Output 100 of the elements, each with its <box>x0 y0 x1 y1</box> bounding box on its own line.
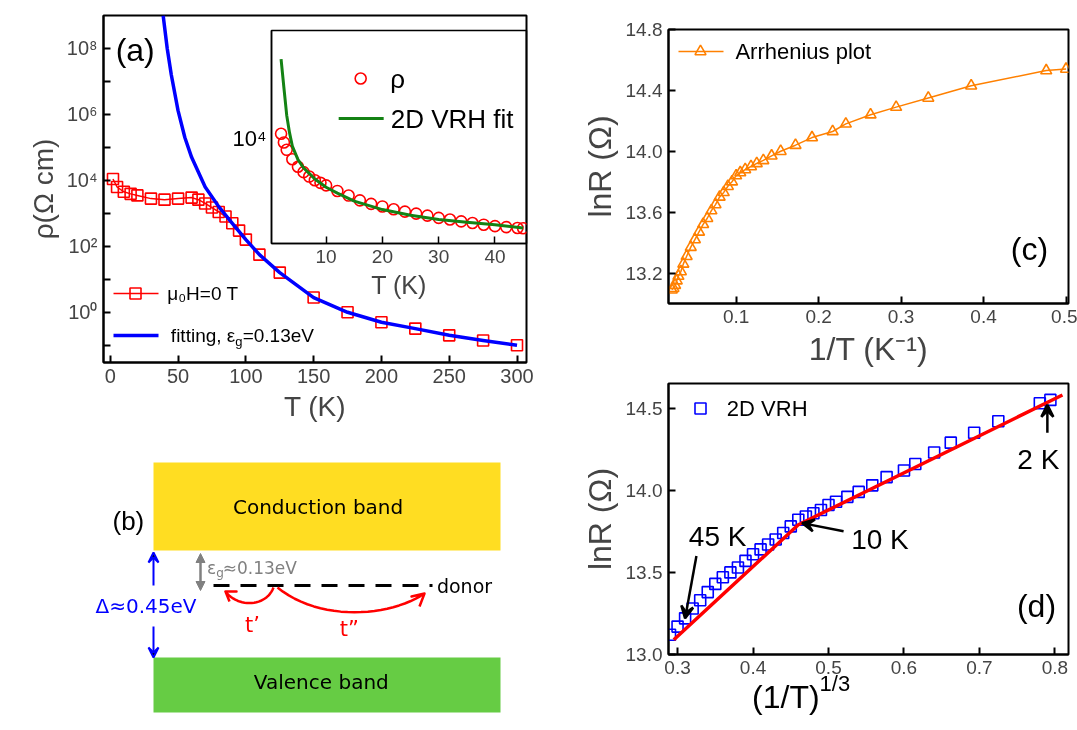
point <box>1033 396 1047 410</box>
point <box>761 538 775 551</box>
y-tick-label: 13.2 <box>625 262 663 284</box>
point <box>488 219 502 233</box>
annotation: (a) <box>115 32 155 69</box>
x-tick-label: 100 <box>229 364 263 387</box>
point <box>729 168 743 180</box>
annotation: (d) <box>1016 587 1057 624</box>
point <box>117 185 131 199</box>
point <box>776 526 790 540</box>
point <box>713 189 726 201</box>
point <box>967 426 981 440</box>
point <box>889 99 903 112</box>
point <box>409 322 422 335</box>
point <box>754 543 767 556</box>
point <box>716 571 730 584</box>
point <box>672 268 685 281</box>
point <box>280 143 293 157</box>
y-tick-label: 13.5 <box>625 561 663 583</box>
point <box>273 266 287 279</box>
point <box>799 510 813 523</box>
x-tick-label: 40 <box>484 245 506 267</box>
point <box>274 127 288 141</box>
point <box>342 189 355 202</box>
point <box>511 221 524 235</box>
point <box>789 138 802 150</box>
point <box>693 594 707 607</box>
point <box>822 498 835 512</box>
point <box>398 205 412 218</box>
point <box>678 612 692 625</box>
point <box>510 338 524 352</box>
y-tick-label: 14.0 <box>625 479 663 501</box>
legend-label: ρ <box>390 63 406 94</box>
y-axis-title: ρ(Ω cm) <box>27 138 59 240</box>
x-tick-label: 0.3 <box>664 656 691 678</box>
x-axis-title: T (K) <box>283 390 346 422</box>
point <box>841 490 854 504</box>
x-tick-label: 0 <box>104 364 116 387</box>
x-tick-label: 0.4 <box>970 305 998 327</box>
y-axis-title: lnR (Ω) <box>581 115 618 218</box>
point <box>705 203 718 215</box>
point <box>721 179 735 191</box>
point <box>807 506 820 520</box>
point <box>442 329 456 342</box>
point <box>212 205 226 219</box>
point <box>921 90 935 102</box>
point <box>297 165 310 179</box>
point <box>865 479 879 492</box>
x-tick-label: 20 <box>371 245 393 267</box>
y-tick-label: 10⁰ <box>68 301 98 324</box>
y-tick-label: 14.4 <box>625 79 663 101</box>
point <box>341 305 354 319</box>
point <box>814 503 828 517</box>
point <box>192 193 205 206</box>
x-tick-label: 0.1 <box>722 305 750 327</box>
point <box>992 414 1005 428</box>
point <box>454 215 468 228</box>
annotation: 45 K <box>688 520 747 552</box>
point <box>826 124 839 136</box>
text: Δ≈0.45eV <box>95 593 197 618</box>
point <box>739 554 752 568</box>
point <box>131 189 144 202</box>
point <box>308 173 322 187</box>
point <box>668 278 682 290</box>
point <box>1039 63 1053 75</box>
x-tick-label: 0.2 <box>805 305 832 327</box>
x-tick-label: 300 <box>500 364 534 387</box>
point <box>353 194 367 207</box>
x-tick-label: 0.8 <box>1041 656 1069 678</box>
point <box>805 130 819 142</box>
point <box>106 172 120 186</box>
y-tick-label: 10⁶ <box>67 103 98 126</box>
x-tick-label: 0.5 <box>1051 305 1077 327</box>
point <box>733 165 747 177</box>
point <box>688 232 702 244</box>
point <box>319 179 333 192</box>
point <box>198 197 212 210</box>
point <box>897 464 911 477</box>
text: t’ <box>245 612 260 637</box>
y-tick-label: 14.8 <box>625 19 663 40</box>
y-tick-label: 10⁸ <box>66 37 98 60</box>
x-tick-label: 0.3 <box>887 305 915 327</box>
x-axis-title: T (K) <box>371 270 427 299</box>
point <box>792 513 805 527</box>
point <box>499 220 513 234</box>
x-tick-label: 10 <box>315 245 337 267</box>
point <box>696 217 710 229</box>
point <box>466 216 479 230</box>
point <box>774 144 787 156</box>
point <box>477 218 491 231</box>
point <box>110 180 124 194</box>
point <box>829 495 843 509</box>
x-tick-label: 50 <box>166 364 190 387</box>
point <box>708 577 722 591</box>
point <box>185 191 198 204</box>
point <box>769 533 782 546</box>
x-tick-label: 250 <box>432 364 466 387</box>
y-axis-title: lnR (Ω) <box>581 467 618 571</box>
point <box>307 291 320 304</box>
legend-label: 2D VRH <box>726 396 808 421</box>
